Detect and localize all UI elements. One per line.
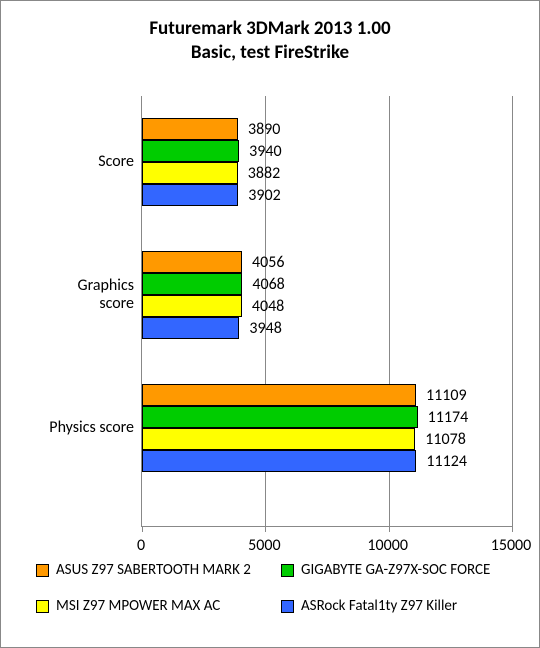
bar-value-label: 11109 xyxy=(426,386,467,405)
x-axis-tick-label: 5000 xyxy=(248,536,280,555)
x-axis-tick-label: 10000 xyxy=(367,536,408,555)
bar xyxy=(142,118,238,140)
bar xyxy=(142,384,416,406)
bar xyxy=(142,428,415,450)
gridline xyxy=(512,96,513,526)
legend-label: ASUS Z97 SABERTOOTH MARK 2 xyxy=(56,561,251,579)
legend-label: GIGABYTE GA-Z97X-SOC FORCE xyxy=(301,561,490,579)
legend-label: MSI Z97 MPOWER MAX AC xyxy=(56,597,220,615)
y-axis-label: Graphicsscore xyxy=(14,277,134,314)
legend: ASUS Z97 SABERTOOTH MARK 2 GIGABYTE GA-Z9… xyxy=(36,561,514,633)
title-line-2: Basic, test FireStrike xyxy=(191,41,349,64)
bar xyxy=(142,184,238,206)
bar xyxy=(142,162,238,184)
bar-value-label: 4048 xyxy=(252,297,284,316)
bar-value-label: 4056 xyxy=(252,253,284,272)
chart-container: Futuremark 3DMark 2013 1.00Basic, test F… xyxy=(0,0,540,648)
bar xyxy=(142,273,242,295)
bar xyxy=(142,251,242,273)
bar xyxy=(142,295,242,317)
legend-item: ASUS Z97 SABERTOOTH MARK 2 xyxy=(36,561,281,579)
bar xyxy=(142,317,239,339)
legend-swatch xyxy=(36,600,49,613)
bar-value-label: 11174 xyxy=(428,408,469,427)
bar xyxy=(142,140,239,162)
chart-title: Futuremark 3DMark 2013 1.00Basic, test F… xyxy=(1,17,539,65)
bar-value-label: 11078 xyxy=(425,430,466,449)
bar-value-label: 11124 xyxy=(426,452,467,471)
title-line-1: Futuremark 3DMark 2013 1.00 xyxy=(149,17,390,40)
legend-item: GIGABYTE GA-Z97X-SOC FORCE xyxy=(281,561,514,579)
x-tick-mark xyxy=(265,526,266,532)
bar-value-label: 3902 xyxy=(248,186,280,205)
y-axis-label: Score xyxy=(14,153,134,171)
bar-value-label: 3940 xyxy=(249,142,281,161)
bar-value-label: 3890 xyxy=(248,120,280,139)
bar xyxy=(142,406,418,428)
bar-value-label: 4068 xyxy=(252,275,284,294)
legend-swatch xyxy=(281,600,294,613)
y-axis-label: Physics score xyxy=(14,419,134,437)
bar-value-label: 3948 xyxy=(249,319,281,338)
legend-item: ASRock Fatal1ty Z97 Killer xyxy=(281,597,514,615)
legend-item: MSI Z97 MPOWER MAX AC xyxy=(36,597,281,615)
bar-value-label: 3882 xyxy=(248,164,280,183)
x-tick-mark xyxy=(142,526,143,532)
legend-swatch xyxy=(281,564,294,577)
x-tick-mark xyxy=(389,526,390,532)
x-axis-tick-label: 0 xyxy=(137,536,145,555)
plot-area: 3890 3940 3882 3902 4056 4068 4048 3948 11109 111… xyxy=(141,96,512,527)
bar xyxy=(142,450,416,472)
legend-label: ASRock Fatal1ty Z97 Killer xyxy=(301,597,457,615)
x-tick-mark xyxy=(512,526,513,532)
legend-swatch xyxy=(36,564,49,577)
x-axis-tick-label: 15000 xyxy=(491,536,532,555)
